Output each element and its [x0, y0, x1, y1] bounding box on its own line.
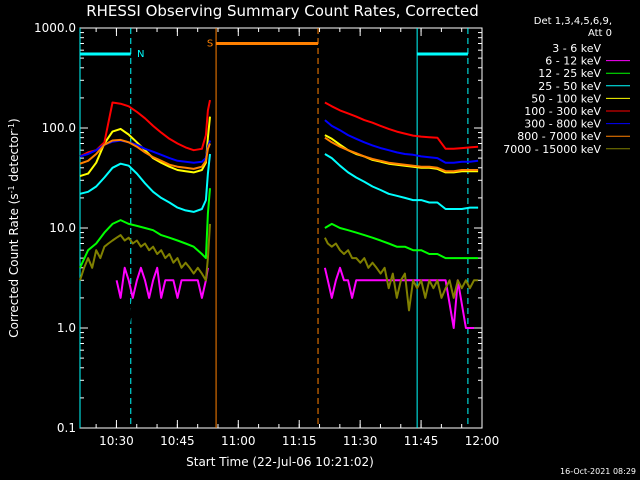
series-line-0-seg-0 — [115, 296, 208, 329]
chart-title: RHESSI Observing Summary Count Rates, Co… — [86, 2, 479, 20]
series-line-7-seg-1 — [324, 136, 479, 173]
legend-entry-label: 50 - 100 keV — [531, 92, 601, 105]
series-line-1-seg-1 — [323, 266, 474, 329]
series-line-5-seg-1 — [324, 101, 479, 150]
legend-header-line: Att 0 — [588, 28, 612, 39]
legend-entry-label: 300 - 800 keV — [524, 118, 601, 131]
flag-label-saa: S — [207, 38, 213, 49]
y-axis-label-exp1: -1 — [7, 185, 16, 193]
legend-entry-label: 12 - 25 keV — [538, 67, 601, 80]
y-tick-label: 0.1 — [57, 421, 76, 435]
series-line-8-seg-1 — [324, 237, 479, 312]
x-tick-label: 10:30 — [99, 434, 134, 448]
generated-date: 16-Oct-2021 08:29 — [560, 467, 636, 476]
series-line-2-seg-0 — [79, 188, 211, 269]
series-line-6-seg-1 — [324, 119, 479, 164]
y-tick-label: 1.0 — [57, 321, 76, 335]
series-line-8-seg-0 — [79, 223, 211, 282]
legend-header-line: Det 1,3,4,5,6,9, — [534, 16, 612, 27]
legend-entry-label: 100 - 300 keV — [524, 105, 601, 118]
x-tick-label: 10:45 — [160, 434, 195, 448]
x-tick-label: 11:30 — [343, 434, 378, 448]
flags: NS — [79, 28, 469, 428]
series-lines — [79, 99, 479, 329]
legend-entry-label: 800 - 7000 keV — [517, 130, 601, 143]
legend-entry-label: 6 - 12 keV — [545, 55, 601, 68]
x-tick-label: 11:00 — [221, 434, 256, 448]
x-tick-label: 11:15 — [282, 434, 317, 448]
flag-label-night: N — [137, 49, 144, 60]
series-line-1-seg-0 — [115, 266, 209, 299]
x-axis-label: Start Time (22-Jul-06 10:21:02) — [186, 455, 374, 469]
legend-entry-label: 7000 - 15000 keV — [503, 143, 601, 156]
series-line-0-seg-1 — [323, 296, 357, 329]
plot-frame — [79, 27, 483, 429]
y-axis-label-main: Corrected Count Rate (s — [7, 193, 21, 337]
y-axis-label-exp2: -1 — [7, 123, 16, 131]
y-tick-label: 10.0 — [49, 221, 76, 235]
series-line-3-seg-0 — [79, 153, 211, 213]
axes: 0.1 1.0 10.0 100.0 1000.0 10:30 10:45 11:00 11:1… — [34, 21, 499, 448]
x-tick-label: 12:00 — [465, 434, 500, 448]
y-tick-label: 100.0 — [42, 121, 76, 135]
series-line-7-seg-0 — [79, 138, 211, 170]
series-line-2-seg-1 — [324, 222, 479, 260]
series-line-3-seg-1 — [324, 153, 479, 210]
y-axis-label-mid: detector — [7, 131, 21, 186]
y-axis-label-end: ) — [7, 118, 21, 123]
legend-entry-label: 25 - 50 keV — [538, 80, 601, 93]
y-axis-label: Corrected Count Rate (s-1 detector-1) — [7, 118, 21, 337]
y-tick-label: 1000.0 — [34, 21, 76, 35]
series-line-5-seg-0 — [79, 99, 211, 158]
legend-entry-label: 3 - 6 keV — [552, 42, 601, 55]
x-tick-label: 11:45 — [404, 434, 439, 448]
